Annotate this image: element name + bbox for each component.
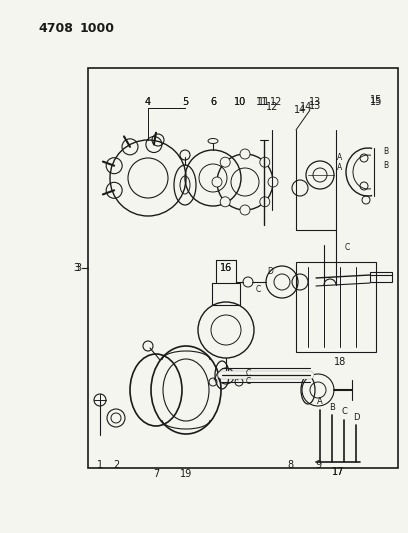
Circle shape bbox=[220, 197, 230, 207]
Bar bbox=[88, 68, 398, 468]
Circle shape bbox=[260, 157, 270, 167]
Text: 6: 6 bbox=[210, 97, 216, 107]
Text: 5: 5 bbox=[182, 97, 188, 107]
Bar bbox=[212, 283, 240, 305]
Text: 19: 19 bbox=[180, 469, 192, 479]
Text: 11: 11 bbox=[258, 97, 270, 107]
Text: C: C bbox=[255, 286, 261, 295]
Circle shape bbox=[240, 205, 250, 215]
Text: 13: 13 bbox=[309, 101, 321, 111]
Text: 2: 2 bbox=[113, 460, 119, 470]
Text: 14: 14 bbox=[294, 105, 306, 115]
Text: C: C bbox=[341, 408, 347, 416]
Text: 14: 14 bbox=[300, 102, 312, 112]
Text: A: A bbox=[337, 154, 343, 163]
Text: 4: 4 bbox=[145, 97, 151, 107]
Text: 8: 8 bbox=[287, 460, 293, 470]
Text: 6: 6 bbox=[210, 97, 216, 107]
Text: D: D bbox=[267, 268, 273, 277]
Text: 12: 12 bbox=[270, 97, 282, 107]
Text: 3: 3 bbox=[73, 263, 79, 273]
Bar bbox=[370, 272, 392, 282]
Text: B: B bbox=[329, 402, 335, 411]
Text: 1: 1 bbox=[97, 460, 103, 470]
Text: 15: 15 bbox=[370, 95, 382, 105]
Text: 5: 5 bbox=[182, 97, 188, 107]
Text: B: B bbox=[384, 148, 388, 157]
Text: C: C bbox=[245, 369, 251, 378]
Circle shape bbox=[220, 157, 230, 167]
Text: 17: 17 bbox=[332, 467, 344, 477]
Circle shape bbox=[240, 149, 250, 159]
Text: 16: 16 bbox=[220, 263, 232, 273]
Text: 1000: 1000 bbox=[80, 21, 115, 35]
Circle shape bbox=[212, 177, 222, 187]
Text: A: A bbox=[337, 164, 343, 173]
Bar bbox=[296, 262, 376, 352]
Text: C: C bbox=[344, 244, 350, 253]
Text: 10: 10 bbox=[234, 97, 246, 107]
Text: 4: 4 bbox=[145, 97, 151, 107]
Text: 7: 7 bbox=[153, 469, 159, 479]
Text: 3: 3 bbox=[75, 263, 81, 273]
Text: D: D bbox=[353, 413, 359, 422]
Text: 16: 16 bbox=[220, 263, 232, 273]
Text: 17: 17 bbox=[332, 467, 344, 477]
Text: 4708: 4708 bbox=[38, 21, 73, 35]
Text: 12: 12 bbox=[266, 102, 278, 112]
Text: 9: 9 bbox=[315, 460, 321, 470]
Text: C: C bbox=[245, 377, 251, 386]
Text: 10: 10 bbox=[234, 97, 246, 107]
Text: A: A bbox=[317, 398, 323, 407]
Circle shape bbox=[268, 177, 278, 187]
Text: B: B bbox=[384, 160, 388, 169]
Text: 11: 11 bbox=[256, 97, 268, 107]
Circle shape bbox=[260, 197, 270, 207]
Text: 13: 13 bbox=[309, 97, 321, 107]
Text: 15: 15 bbox=[370, 97, 382, 107]
Text: 18: 18 bbox=[334, 357, 346, 367]
